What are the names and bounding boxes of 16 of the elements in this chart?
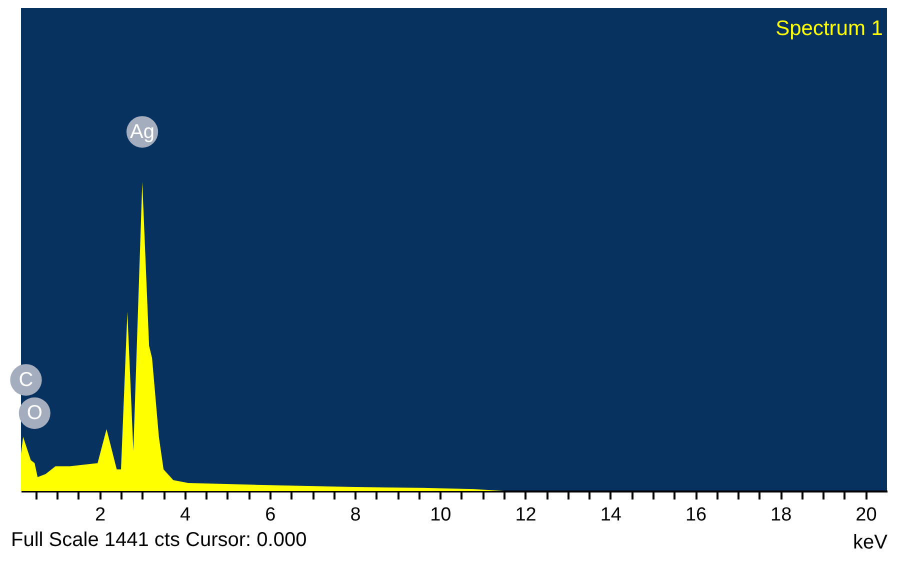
x-tick-label: 8 [350, 504, 361, 526]
annotation: Ag [130, 120, 155, 143]
x-tick-label: 14 [600, 504, 622, 526]
x-axis-title: keV [853, 532, 888, 554]
x-tick-label: 2 [94, 504, 106, 526]
text: Spectrum 1 [776, 17, 883, 40]
x-tick-label: 12 [515, 504, 536, 526]
text: Full Scale 1441 cts Cursor: 0.000 [11, 529, 307, 551]
x-tick-label: 16 [685, 504, 707, 526]
x-tick-label: 20 [856, 504, 877, 526]
x-tick-label: 10 [430, 504, 452, 526]
annotation: C [18, 368, 34, 391]
annotation: O [26, 402, 42, 424]
x-tick-label: 18 [770, 504, 792, 526]
x-tick-label: 6 [265, 504, 276, 526]
x-tick-label: 4 [180, 504, 192, 526]
